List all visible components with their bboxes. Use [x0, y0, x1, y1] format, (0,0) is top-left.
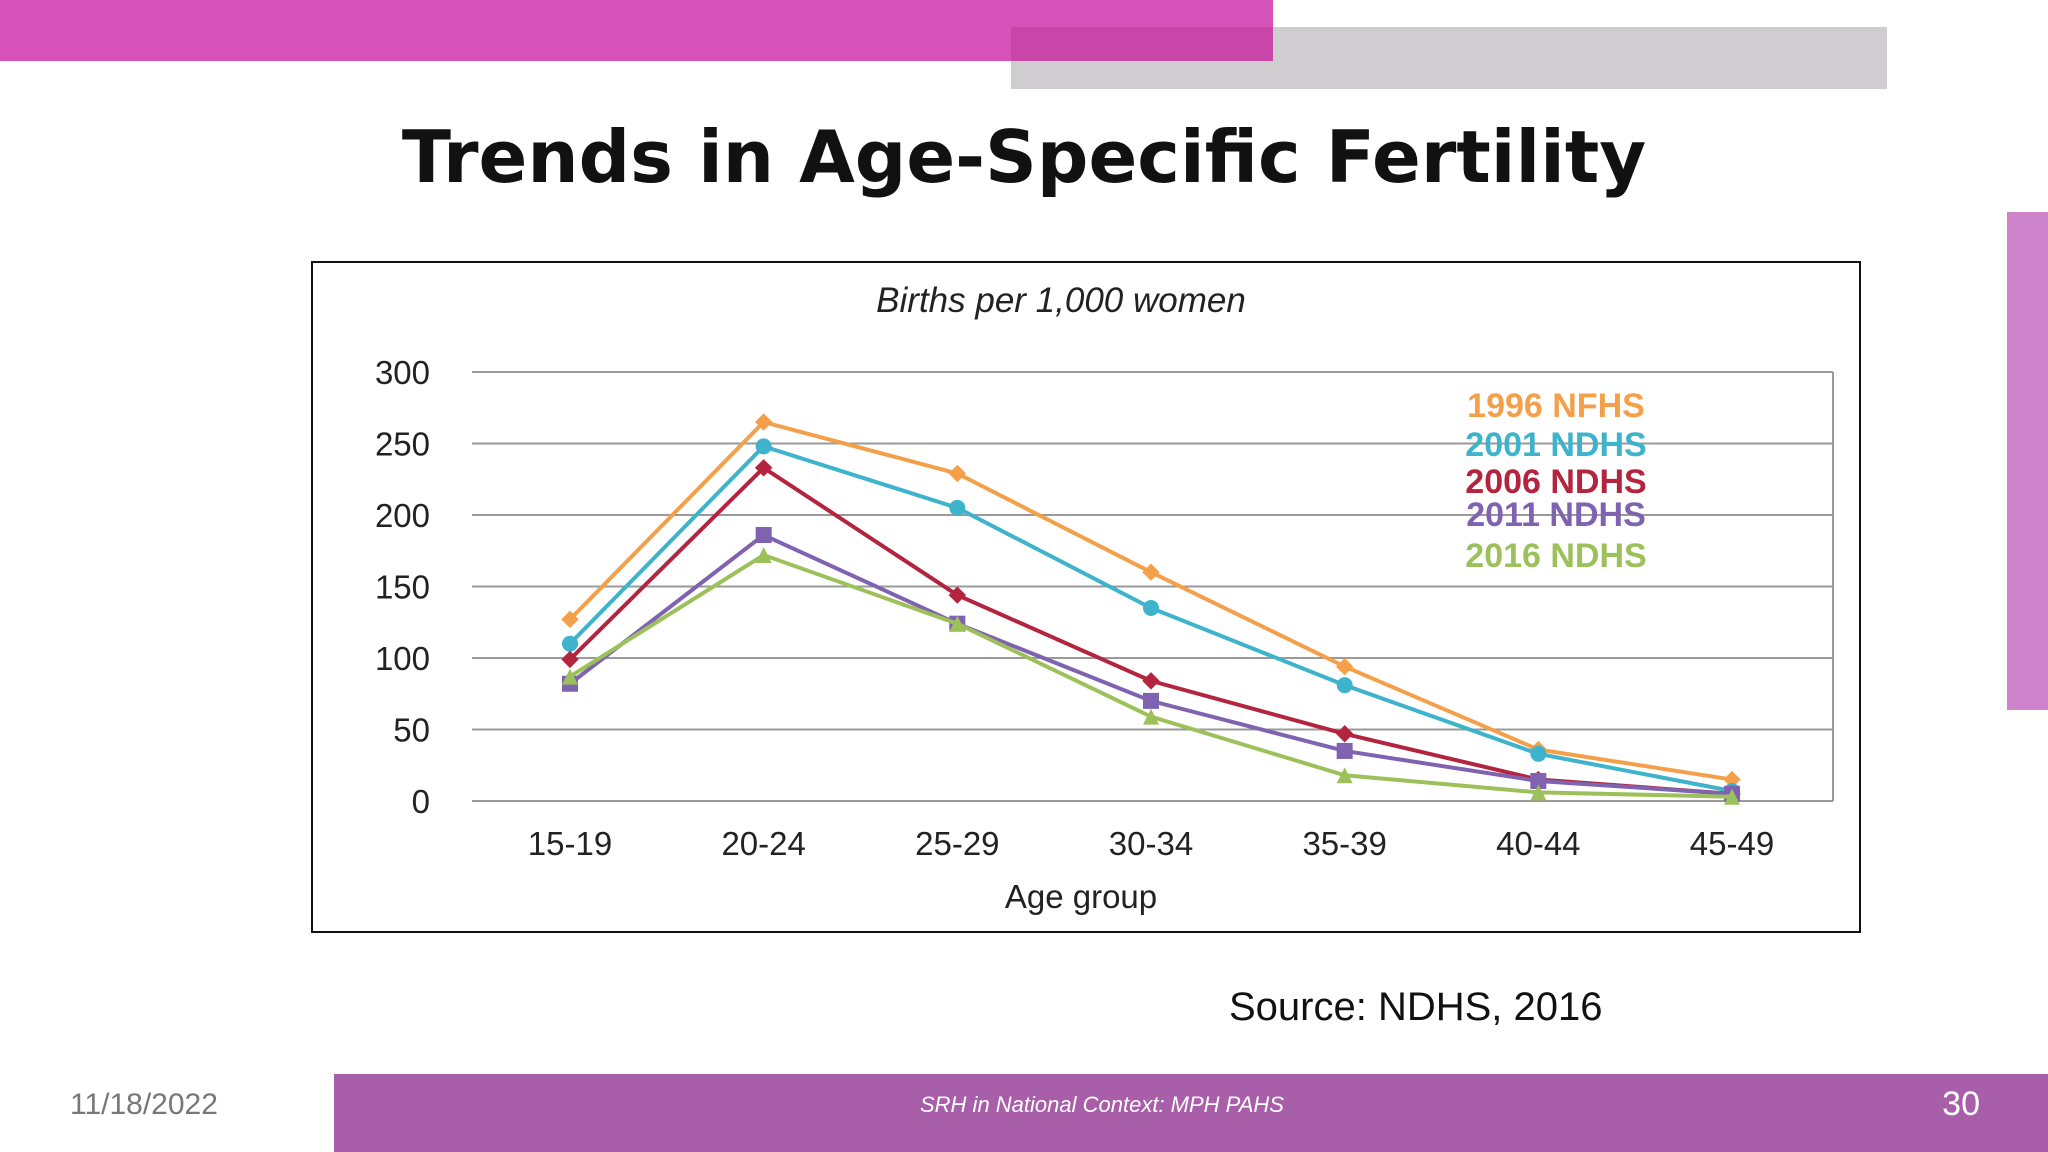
y-tick-label: 50	[393, 712, 430, 749]
y-tick-label: 300	[375, 354, 430, 391]
page-number: 30	[1942, 1085, 1980, 1123]
top-bar-overlap	[1011, 27, 1273, 61]
chart-frame: Births per 1,000 women Age group 0 50 100 1…	[311, 261, 1861, 933]
data-point	[949, 499, 966, 516]
data-point	[1336, 767, 1353, 784]
x-tick-label: 25-29	[915, 825, 999, 862]
y-tick-label: 0	[412, 783, 430, 820]
data-point	[561, 650, 579, 669]
data-point	[1142, 563, 1160, 581]
data-point	[949, 615, 966, 632]
data-point	[755, 527, 772, 544]
x-tick-label: 30-34	[1109, 825, 1193, 862]
source-note: Source: NDHS, 2016	[1229, 985, 1603, 1029]
data-point	[1335, 725, 1354, 743]
data-point	[1336, 742, 1353, 759]
data-point	[948, 464, 967, 483]
data-point	[754, 413, 773, 431]
data-point	[1143, 708, 1159, 725]
data-point	[562, 635, 578, 652]
slide-date: 11/18/2022	[70, 1088, 218, 1121]
y-tick-label: 100	[375, 640, 430, 677]
x-axis-label: Age group	[1005, 878, 1157, 915]
footer-text: SRH in National Context: MPH PAHS	[920, 1092, 1284, 1117]
y-tick-label: 150	[375, 569, 430, 606]
x-tick-label: 40-44	[1496, 825, 1580, 862]
data-point	[755, 438, 772, 455]
x-tick-label: 15-19	[528, 825, 612, 862]
data-point	[755, 547, 772, 564]
side-accent-bar	[2007, 212, 2048, 710]
data-point	[1724, 788, 1740, 805]
data-point	[1143, 599, 1159, 616]
slide-title: Trends in Age-Specific Fertility	[401, 115, 1647, 199]
data-point	[754, 459, 773, 477]
data-point	[1336, 677, 1353, 694]
legend-entry: 2016 NDHS	[1465, 537, 1646, 575]
y-tick-label: 200	[375, 497, 430, 534]
legend-entry: 2006 NDHS	[1465, 463, 1646, 501]
legend-entry: 2001 NDHS	[1465, 426, 1646, 464]
legend-entry: 1996 NFHS	[1467, 387, 1645, 425]
footer-bar	[334, 1074, 2048, 1152]
data-point	[561, 610, 579, 629]
line-chart: Births per 1,000 women Age group 0 50 100 1…	[375, 281, 1834, 915]
y-tick-label: 250	[375, 426, 430, 463]
legend-entry: 2011 NDHS	[1466, 496, 1646, 534]
data-point	[1143, 692, 1159, 709]
data-point	[1142, 672, 1160, 690]
data-point	[562, 668, 578, 685]
x-tick-label: 45-49	[1690, 825, 1774, 862]
chart-title: Births per 1,000 women	[876, 281, 1246, 320]
data-point	[1335, 657, 1354, 676]
data-point	[1530, 784, 1547, 801]
data-point	[948, 586, 967, 604]
data-point	[1530, 745, 1547, 762]
x-tick-label: 35-39	[1302, 825, 1386, 862]
data-point	[1530, 772, 1547, 789]
x-tick-label: 20-24	[721, 825, 805, 862]
